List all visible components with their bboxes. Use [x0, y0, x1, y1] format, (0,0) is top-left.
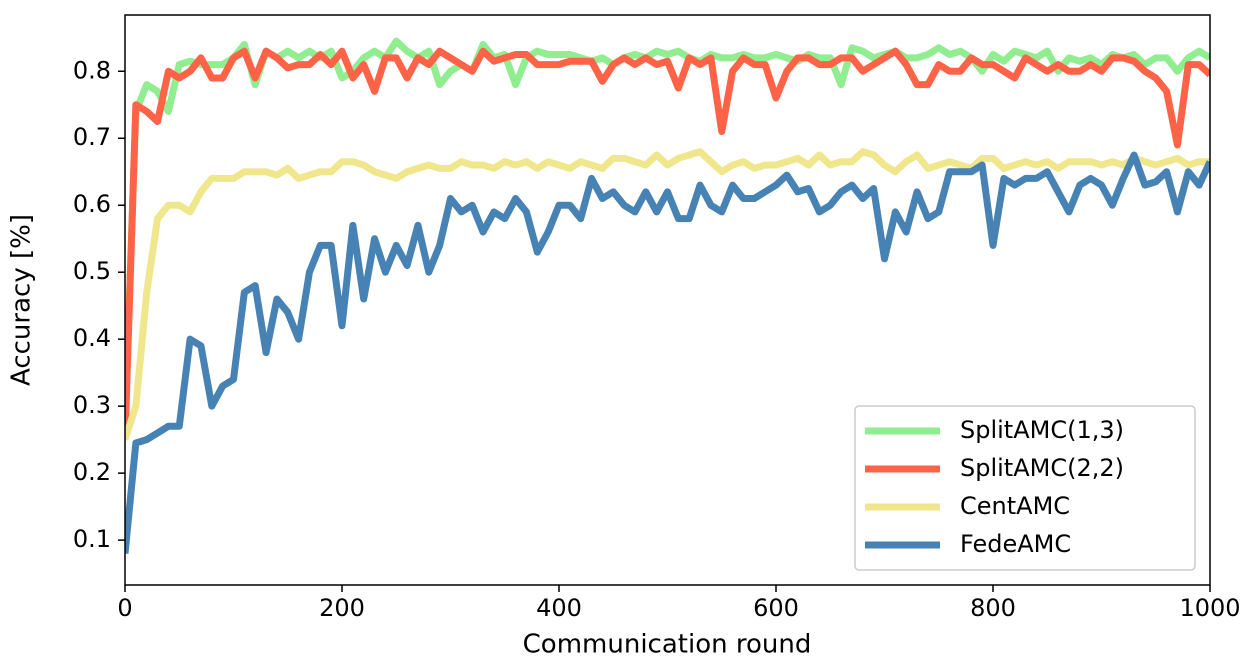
x-tick-label: 800: [970, 594, 1016, 622]
y-tick-label: 0.2: [73, 458, 111, 486]
x-tick-label: 600: [753, 594, 799, 622]
y-tick-label: 0.1: [73, 525, 111, 553]
series-line: [125, 148, 1210, 441]
x-axis-label: Communication round: [523, 630, 812, 660]
series-line: [125, 151, 1210, 554]
x-tick-label: 0: [117, 594, 132, 622]
y-axis-label: Accuracy [%]: [7, 214, 37, 386]
series-line: [125, 47, 1210, 440]
legend-label: FedeAMC: [960, 530, 1071, 558]
y-tick-label: 0.5: [73, 257, 111, 285]
y-tick-label: 0.4: [73, 324, 111, 352]
y-tick-label: 0.7: [73, 123, 111, 151]
legend-label: CentAMC: [960, 492, 1070, 520]
x-tick-label: 200: [319, 594, 365, 622]
series-line: [125, 37, 1210, 427]
plot-frame: [124, 14, 1211, 586]
y-tick-label: 0.6: [73, 190, 111, 218]
y-tick-label: 0.3: [73, 391, 111, 419]
x-tick-label: 400: [536, 594, 582, 622]
legend-label: SplitAMC(1,3): [960, 416, 1124, 444]
legend-box: [854, 405, 1196, 571]
legend-label: SplitAMC(2,2): [960, 454, 1124, 482]
x-tick-label: 1000: [1179, 594, 1240, 622]
y-tick-label: 0.8: [73, 56, 111, 84]
